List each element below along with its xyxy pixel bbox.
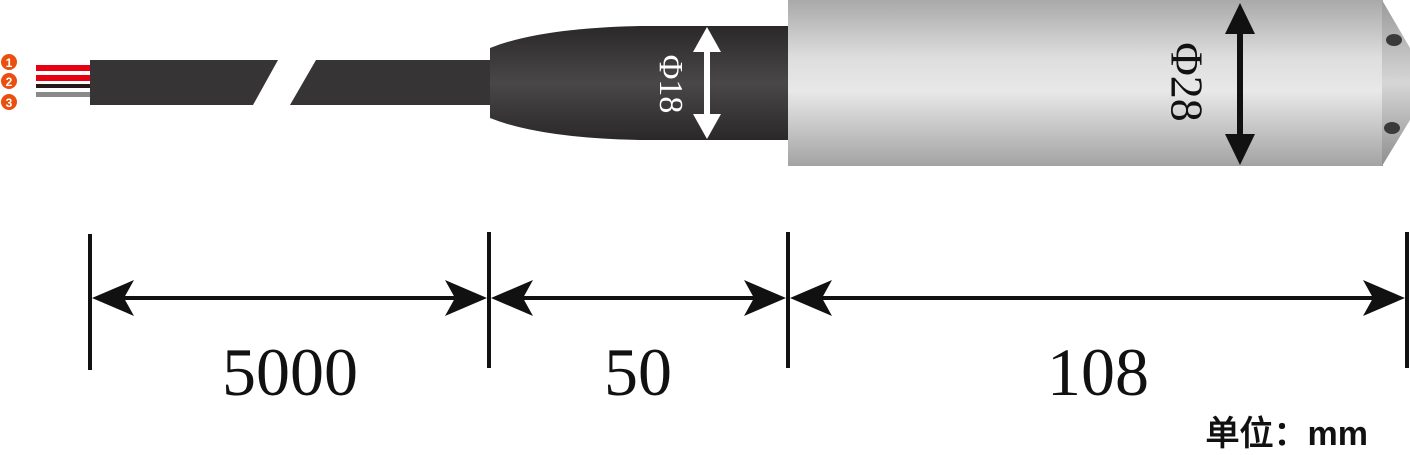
dimension-arrow-body [790,280,1405,316]
dimension-arrow-neck [491,280,786,316]
wire-black [36,84,92,88]
wire-red-2 [36,75,92,81]
wire-bundle [36,65,92,97]
tip-hole-bottom [1384,122,1400,134]
dimension-value-body: 108 [1047,334,1149,410]
diameter-label-small: Φ18 [652,55,689,114]
wire-number-2: 2 [6,75,13,89]
cable-segment-left [90,60,278,105]
sensor-body [788,0,1383,166]
diameter-arrow-small [693,27,721,139]
wire-badge-1: 1 [1,54,17,70]
wire-number-3: 3 [6,96,13,110]
cable-segment-right [290,60,492,105]
dimension-value-neck: 50 [604,334,672,410]
wire-grey [36,92,92,97]
dimension-lines [88,232,1409,370]
tip-hole-top [1386,34,1402,46]
wire-badge-3: 3 [1,94,17,110]
unit-label: 单位：mm [1206,415,1368,453]
diameter-arrow-large [1225,3,1255,165]
dimension-value-cable: 5000 [222,334,358,410]
wire-red-1 [36,65,92,71]
diameter-label-large: Φ28 [1161,42,1212,122]
dimension-arrow-cable [92,280,487,316]
wire-number-1: 1 [6,56,13,70]
cable-neck [490,26,790,140]
sensor-tip [1382,0,1410,166]
wire-badge-2: 2 [1,73,17,89]
